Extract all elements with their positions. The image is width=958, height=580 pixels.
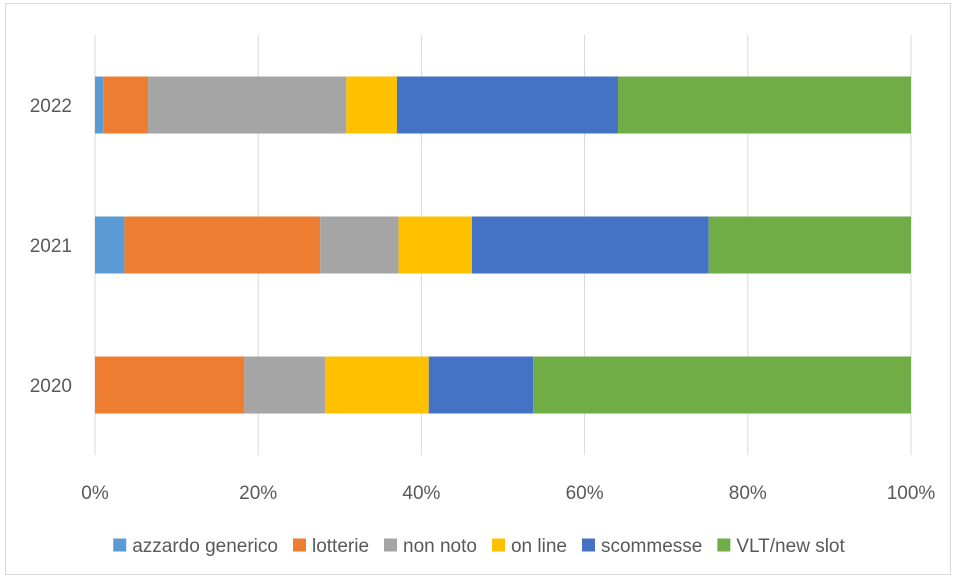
- legend-swatch: [581, 538, 595, 552]
- legend-swatch: [491, 538, 505, 552]
- bar-segment: [398, 216, 472, 274]
- bar-segment: [95, 356, 245, 414]
- bar-segment: [471, 216, 709, 274]
- bar-segment: [95, 76, 104, 134]
- bar-segment: [428, 356, 534, 414]
- legend-label: on line: [511, 536, 567, 557]
- bar-segment: [124, 216, 321, 274]
- legend-label: azzardo generico: [132, 536, 278, 557]
- legend-label: lotterie: [312, 536, 369, 557]
- bar-segment: [346, 76, 397, 134]
- bar-segment: [103, 76, 149, 134]
- x-tick-label: 40%: [402, 483, 440, 504]
- legend-swatch: [717, 538, 731, 552]
- x-tick-label: 20%: [239, 483, 277, 504]
- bar-segment: [708, 216, 911, 274]
- bar-segment: [244, 356, 326, 414]
- x-tick-label: 0%: [81, 483, 109, 504]
- legend-label: VLT/new slot: [736, 536, 845, 557]
- x-tick-label: 100%: [887, 483, 936, 504]
- bar-segment: [396, 76, 619, 134]
- bar-segment: [320, 216, 399, 274]
- x-tick-label: 80%: [729, 483, 767, 504]
- bar-segment: [618, 76, 911, 134]
- x-tick-label: 60%: [566, 483, 604, 504]
- bar-segment: [533, 356, 911, 414]
- y-tick-label: 2022: [30, 96, 72, 117]
- bar-segment: [148, 76, 347, 134]
- legend-swatch: [292, 538, 306, 552]
- legend-swatch: [113, 538, 127, 552]
- legend-swatch: [384, 538, 398, 552]
- y-tick-label: 2021: [30, 236, 72, 257]
- y-tick-label: 2020: [30, 376, 72, 397]
- legend-label: scommesse: [601, 536, 702, 557]
- bar-segment: [95, 216, 125, 274]
- legend-label: non noto: [403, 536, 477, 557]
- bar-segment: [325, 356, 429, 414]
